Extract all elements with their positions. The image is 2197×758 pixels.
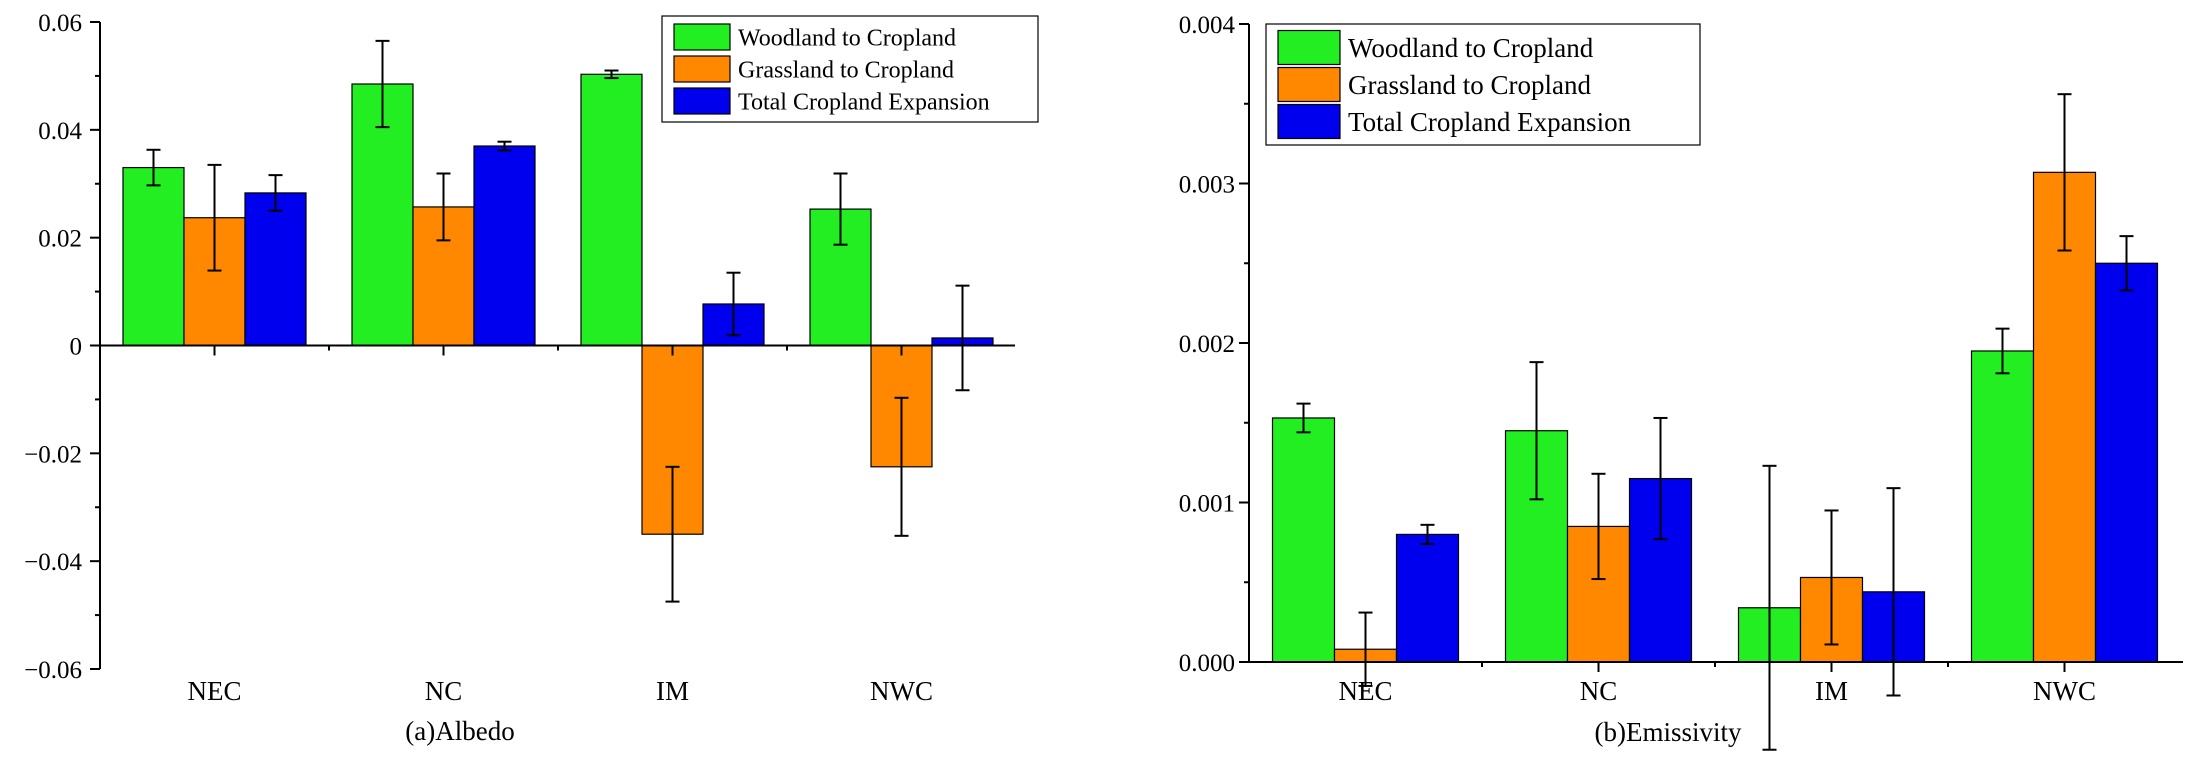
y-tick-label: −0.04: [24, 549, 82, 576]
y-tick-label: 0.06: [38, 10, 82, 37]
y-tick-label: 0.001: [1179, 491, 1235, 518]
bar: [1271, 417, 1336, 663]
bar: [1395, 533, 1460, 663]
legend-label: Woodland to Cropland: [1348, 33, 1594, 63]
albedo-panel: −0.06 −0.04 −0.02 0 0.02 0.04 0.06 NEC NC IM NWC (a…: [24, 10, 1039, 746]
category-label: NEC: [188, 676, 242, 706]
y-tick-label: 0.02: [38, 226, 82, 253]
bar: [580, 73, 643, 347]
category-label: NC: [1580, 676, 1618, 706]
category-label: IM: [656, 676, 689, 706]
category-label: NC: [425, 676, 463, 706]
y-tick-label: 0: [70, 334, 83, 361]
legend-swatch: [673, 55, 731, 83]
panel-caption: (b)Emissivity: [1595, 717, 1742, 747]
bar: [1970, 350, 2035, 663]
category-label: NWC: [870, 676, 933, 706]
y-tick-label: 0.000: [1179, 650, 1235, 677]
y-tick-label: 0.003: [1179, 172, 1235, 199]
y-tick-label: −0.06: [24, 657, 82, 684]
category-label: NWC: [2033, 676, 2096, 706]
legend-swatch: [1277, 29, 1341, 66]
bar: [122, 166, 185, 347]
legend-label: Woodland to Cropland: [738, 25, 956, 51]
bar: [2032, 171, 2097, 663]
legend-swatch: [673, 87, 731, 115]
legend-label: Total Cropland Expansion: [738, 89, 990, 115]
y-tick-label: 0.004: [1179, 12, 1236, 39]
category-label: IM: [1815, 676, 1848, 706]
y-tick-label: −0.02: [24, 441, 82, 468]
bar: [244, 192, 307, 347]
legend-swatch: [1277, 66, 1341, 103]
bar: [473, 145, 536, 347]
legend-label: Total Cropland Expansion: [1348, 107, 1632, 137]
legend-swatch: [673, 23, 731, 51]
legend-label: Grassland to Cropland: [1348, 70, 1591, 100]
panel-caption: (a)Albedo: [405, 716, 514, 746]
y-tick-label: 0.04: [38, 118, 82, 145]
legend-swatch: [1277, 103, 1341, 140]
emissivity-panel: 0.000 0.001 0.002 0.003 0.004 NEC NC IM NWC (b)Em…: [1179, 12, 2183, 751]
legend-label: Grassland to Cropland: [738, 57, 954, 83]
bar: [2094, 262, 2159, 663]
category-label: NEC: [1339, 676, 1393, 706]
y-tick-label: 0.002: [1179, 331, 1235, 358]
